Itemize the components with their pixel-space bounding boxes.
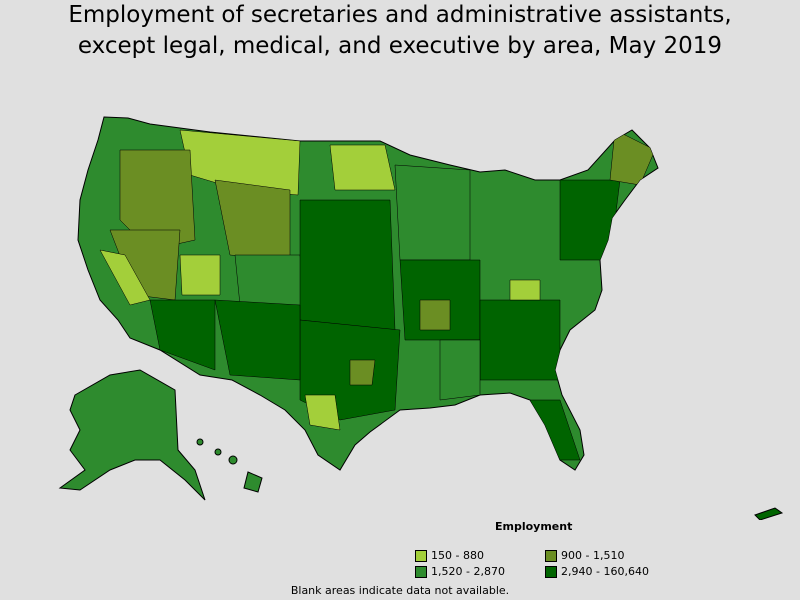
map-title-line-2: except legal, medical, and executive by … (77, 33, 723, 59)
legend-item-2: 900 - 1,510 (545, 549, 665, 562)
map-title-line-1: Employment of secretaries and administra… (68, 2, 732, 28)
map-title: Employment of secretaries and administra… (0, 0, 800, 62)
legend-title: Employment (495, 520, 573, 533)
legend-swatch-4 (545, 565, 557, 578)
puerto-rico (754, 507, 784, 520)
footnote: Blank areas indicate data not available. (290, 584, 510, 597)
hawaii (196, 438, 263, 493)
legend-label-3: 1,520 - 2,870 (431, 565, 505, 578)
legend: Employment 150 - 880 900 - 1,510 1,520 -… (415, 520, 665, 578)
legend-item-1: 150 - 880 (415, 549, 545, 562)
legend-label-4: 2,940 - 160,640 (561, 565, 649, 578)
choropleth-map (58, 116, 784, 520)
legend-swatch-1 (415, 549, 427, 562)
legend-item-3: 1,520 - 2,870 (415, 565, 545, 578)
alaska (58, 369, 206, 501)
legend-swatch-2 (545, 549, 557, 562)
legend-item-4: 2,940 - 160,640 (545, 565, 665, 578)
area-regions (99, 129, 656, 461)
legend-swatch-3 (415, 565, 427, 578)
legend-label-2: 900 - 1,510 (561, 549, 625, 562)
legend-label-1: 150 - 880 (431, 549, 484, 562)
